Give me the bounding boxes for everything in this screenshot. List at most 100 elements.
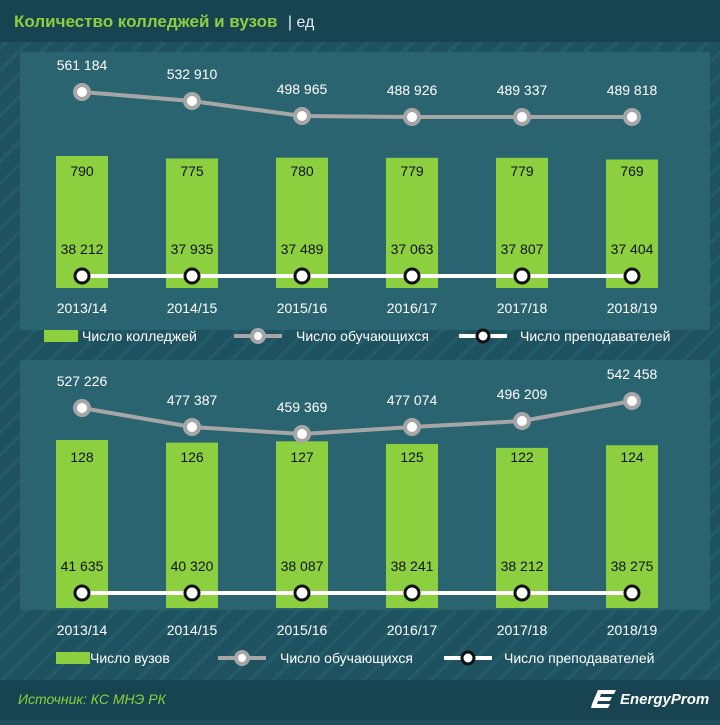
brand-text: EnergyProm (620, 691, 709, 708)
x-tick-label: 2016/17 (387, 622, 438, 638)
bar-value-label: 126 (180, 449, 204, 465)
students-value-label: 488 926 (387, 82, 438, 98)
teachers-point (403, 584, 421, 602)
bar (606, 445, 658, 608)
legend-label: Число преподавателей (504, 650, 654, 666)
teachers-point (403, 267, 421, 285)
bar (276, 157, 328, 288)
bar-value-label: 779 (400, 163, 424, 179)
students-value-label: 477 387 (167, 392, 218, 408)
bar-value-label: 125 (400, 449, 424, 465)
legend: Число вузов Число обучающихся Число препод… (56, 650, 654, 666)
bar-value-label: 779 (510, 163, 534, 179)
teachers-point (513, 584, 531, 602)
students-line (81, 90, 632, 119)
teachers-value-label: 38 212 (501, 558, 544, 574)
x-tick-label: 2018/19 (607, 622, 658, 638)
students-value-label: 527 226 (57, 373, 108, 389)
legend-bar-swatch (56, 652, 90, 664)
students-point (403, 418, 421, 436)
teachers-value-label: 38 087 (281, 558, 324, 574)
bar-value-label: 122 (510, 449, 534, 465)
teachers-point (183, 267, 201, 285)
teachers-point (293, 267, 311, 285)
bar (166, 442, 218, 608)
bar (386, 157, 438, 288)
students-value-label: 498 965 (277, 81, 328, 97)
teachers-value-label: 37 935 (171, 241, 214, 257)
logo-mark-icon (591, 690, 616, 708)
header-band (0, 0, 720, 42)
students-point (73, 399, 91, 417)
students-point (73, 83, 91, 101)
students-value-label: 489 337 (497, 82, 548, 98)
bar-value-label: 124 (620, 449, 644, 465)
bar-value-label: 790 (70, 163, 94, 179)
bar-value-label: 769 (620, 163, 644, 179)
teachers-point (513, 267, 531, 285)
teachers-value-label: 38 275 (611, 558, 654, 574)
x-tick-label: 2017/18 (497, 622, 548, 638)
teachers-value-label: 38 241 (391, 558, 434, 574)
students-point (183, 418, 201, 436)
legend-gray-marker (250, 328, 266, 344)
legend-gray-marker (234, 650, 250, 666)
students-value-label: 489 818 (607, 82, 658, 98)
legend-white-marker (460, 650, 476, 666)
title-text: Количество колледжей и вузов (14, 12, 277, 31)
x-tick-label: 2013/14 (57, 300, 108, 316)
x-tick-label: 2014/15 (167, 622, 218, 638)
students-value-label: 477 074 (387, 392, 438, 408)
x-tick-label: 2017/18 (497, 300, 548, 316)
legend: Число колледжей Число обучающихся Число пр… (44, 328, 670, 344)
legend-label: Число колледжей (82, 328, 197, 344)
legend-label: Число обучающихся (280, 650, 413, 666)
bar (496, 447, 548, 608)
legend-label: Число преподавателей (520, 328, 670, 344)
students-point (293, 425, 311, 443)
title-unit: | ед (288, 14, 315, 31)
teachers-point (73, 267, 91, 285)
students-value-label: 459 369 (277, 399, 328, 415)
students-point (623, 108, 641, 126)
students-value-label: 542 458 (607, 366, 658, 382)
chart-colleges: 790 775 780 779 779 769 561 184 532 910 498 965 4… (20, 52, 710, 344)
chart-universities: 128 126 127 125 122 124 527 226 477 387 459 369 4… (20, 360, 710, 666)
legend-bar-swatch (44, 330, 78, 342)
x-tick-label: 2015/16 (277, 622, 328, 638)
legend-label: Число вузов (90, 650, 170, 666)
students-point (623, 392, 641, 410)
teachers-point (623, 267, 641, 285)
teachers-value-label: 37 063 (391, 241, 434, 257)
bar (606, 159, 658, 288)
teachers-value-label: 37 404 (611, 241, 654, 257)
students-line (81, 399, 633, 437)
bar-value-label: 780 (290, 163, 314, 179)
teachers-value-label: 37 489 (281, 241, 324, 257)
x-tick-label: 2016/17 (387, 300, 438, 316)
x-tick-label: 2014/15 (167, 300, 218, 316)
bar (166, 158, 218, 288)
students-point (513, 108, 531, 126)
bar (496, 157, 548, 288)
teachers-value-label: 38 212 (61, 241, 104, 257)
energyprom-logo: EnergyProm (591, 690, 709, 708)
legend-label: Число обучающихся (296, 328, 429, 344)
x-tick-label: 2018/19 (607, 300, 658, 316)
page-title: Количество колледжей и вузов | ед (14, 12, 315, 31)
bar (56, 156, 108, 288)
students-point (293, 107, 311, 125)
bar-value-label: 128 (70, 449, 94, 465)
teachers-point (623, 584, 641, 602)
x-tick-label: 2015/16 (277, 300, 328, 316)
teachers-point (183, 584, 201, 602)
bar-value-label: 127 (290, 449, 314, 465)
bar-value-label: 775 (180, 163, 204, 179)
bar (276, 441, 328, 608)
teachers-value-label: 41 635 (61, 558, 104, 574)
x-tick-label: 2013/14 (57, 622, 108, 638)
bar (386, 443, 438, 608)
students-value-label: 496 209 (497, 386, 548, 402)
